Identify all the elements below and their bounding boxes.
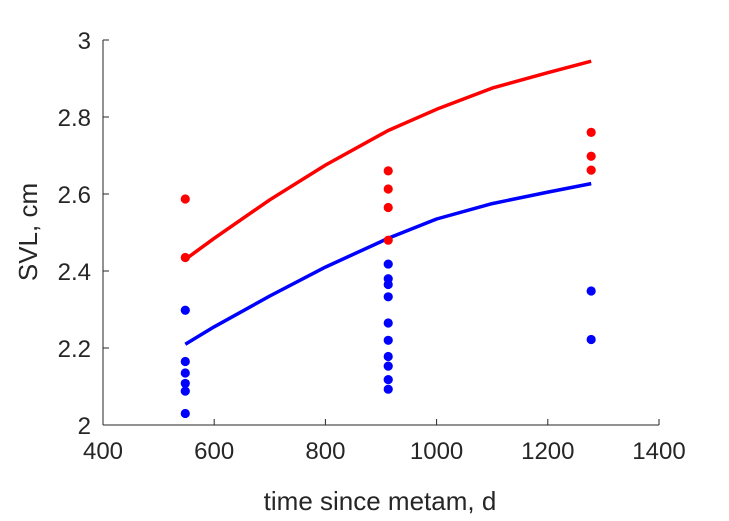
data-point-series-2 (586, 334, 596, 345)
points-layer (180, 127, 596, 419)
data-point-series-2 (383, 335, 393, 345)
ticks-layer: 400 600 800 1000 1200 1400 2 2.2 2.4 2.6 2.8 3 (58, 28, 686, 465)
data-point-series-2 (383, 361, 393, 371)
y-tick-label: 2.2 (58, 336, 91, 363)
data-point-series-2 (383, 279, 393, 290)
data-point-series-2 (180, 356, 190, 367)
y-tick-label: 2.8 (58, 105, 91, 132)
x-tick-label: 1400 (632, 438, 685, 465)
data-point-series-2 (383, 351, 393, 362)
x-tick-label: 400 (83, 438, 123, 465)
data-point-series-1 (383, 184, 393, 194)
data-point-series-1 (586, 127, 596, 137)
data-point-series-1 (586, 151, 596, 161)
x-tick-label: 800 (305, 438, 345, 465)
data-point-series-2 (383, 259, 393, 269)
data-point-series-2 (180, 305, 190, 315)
y-tick-label: 2.6 (58, 182, 91, 209)
data-point-series-2 (180, 408, 190, 419)
y-tick-label: 2 (78, 413, 91, 440)
data-point-series-2 (180, 368, 190, 378)
y-tick-label: 2.4 (58, 259, 91, 286)
x-axis-label: time since metam, d (264, 486, 497, 516)
data-point-series-2 (586, 286, 596, 296)
data-point-series-1 (180, 252, 190, 263)
data-point-series-2 (180, 386, 190, 396)
data-point-series-1 (383, 235, 393, 245)
data-point-series-1 (586, 165, 596, 175)
x-tick-label: 1000 (410, 438, 463, 465)
data-point-series-2 (383, 384, 393, 394)
curves-layer (184, 59, 592, 346)
data-point-series-2 (180, 378, 190, 389)
x-tick-label: 1200 (521, 438, 574, 465)
x-tick-label: 600 (194, 438, 234, 465)
data-point-series-1 (383, 166, 393, 176)
data-point-series-2 (383, 318, 393, 328)
data-point-series-1 (383, 202, 393, 213)
data-point-series-2 (383, 374, 393, 385)
data-point-series-2 (383, 292, 393, 302)
y-tick-label: 3 (78, 28, 91, 55)
fit-curve-1 (184, 59, 592, 261)
y-axis-label: SVL, cm (13, 183, 43, 281)
data-point-series-1 (180, 194, 190, 204)
axes-layer (102, 40, 659, 426)
